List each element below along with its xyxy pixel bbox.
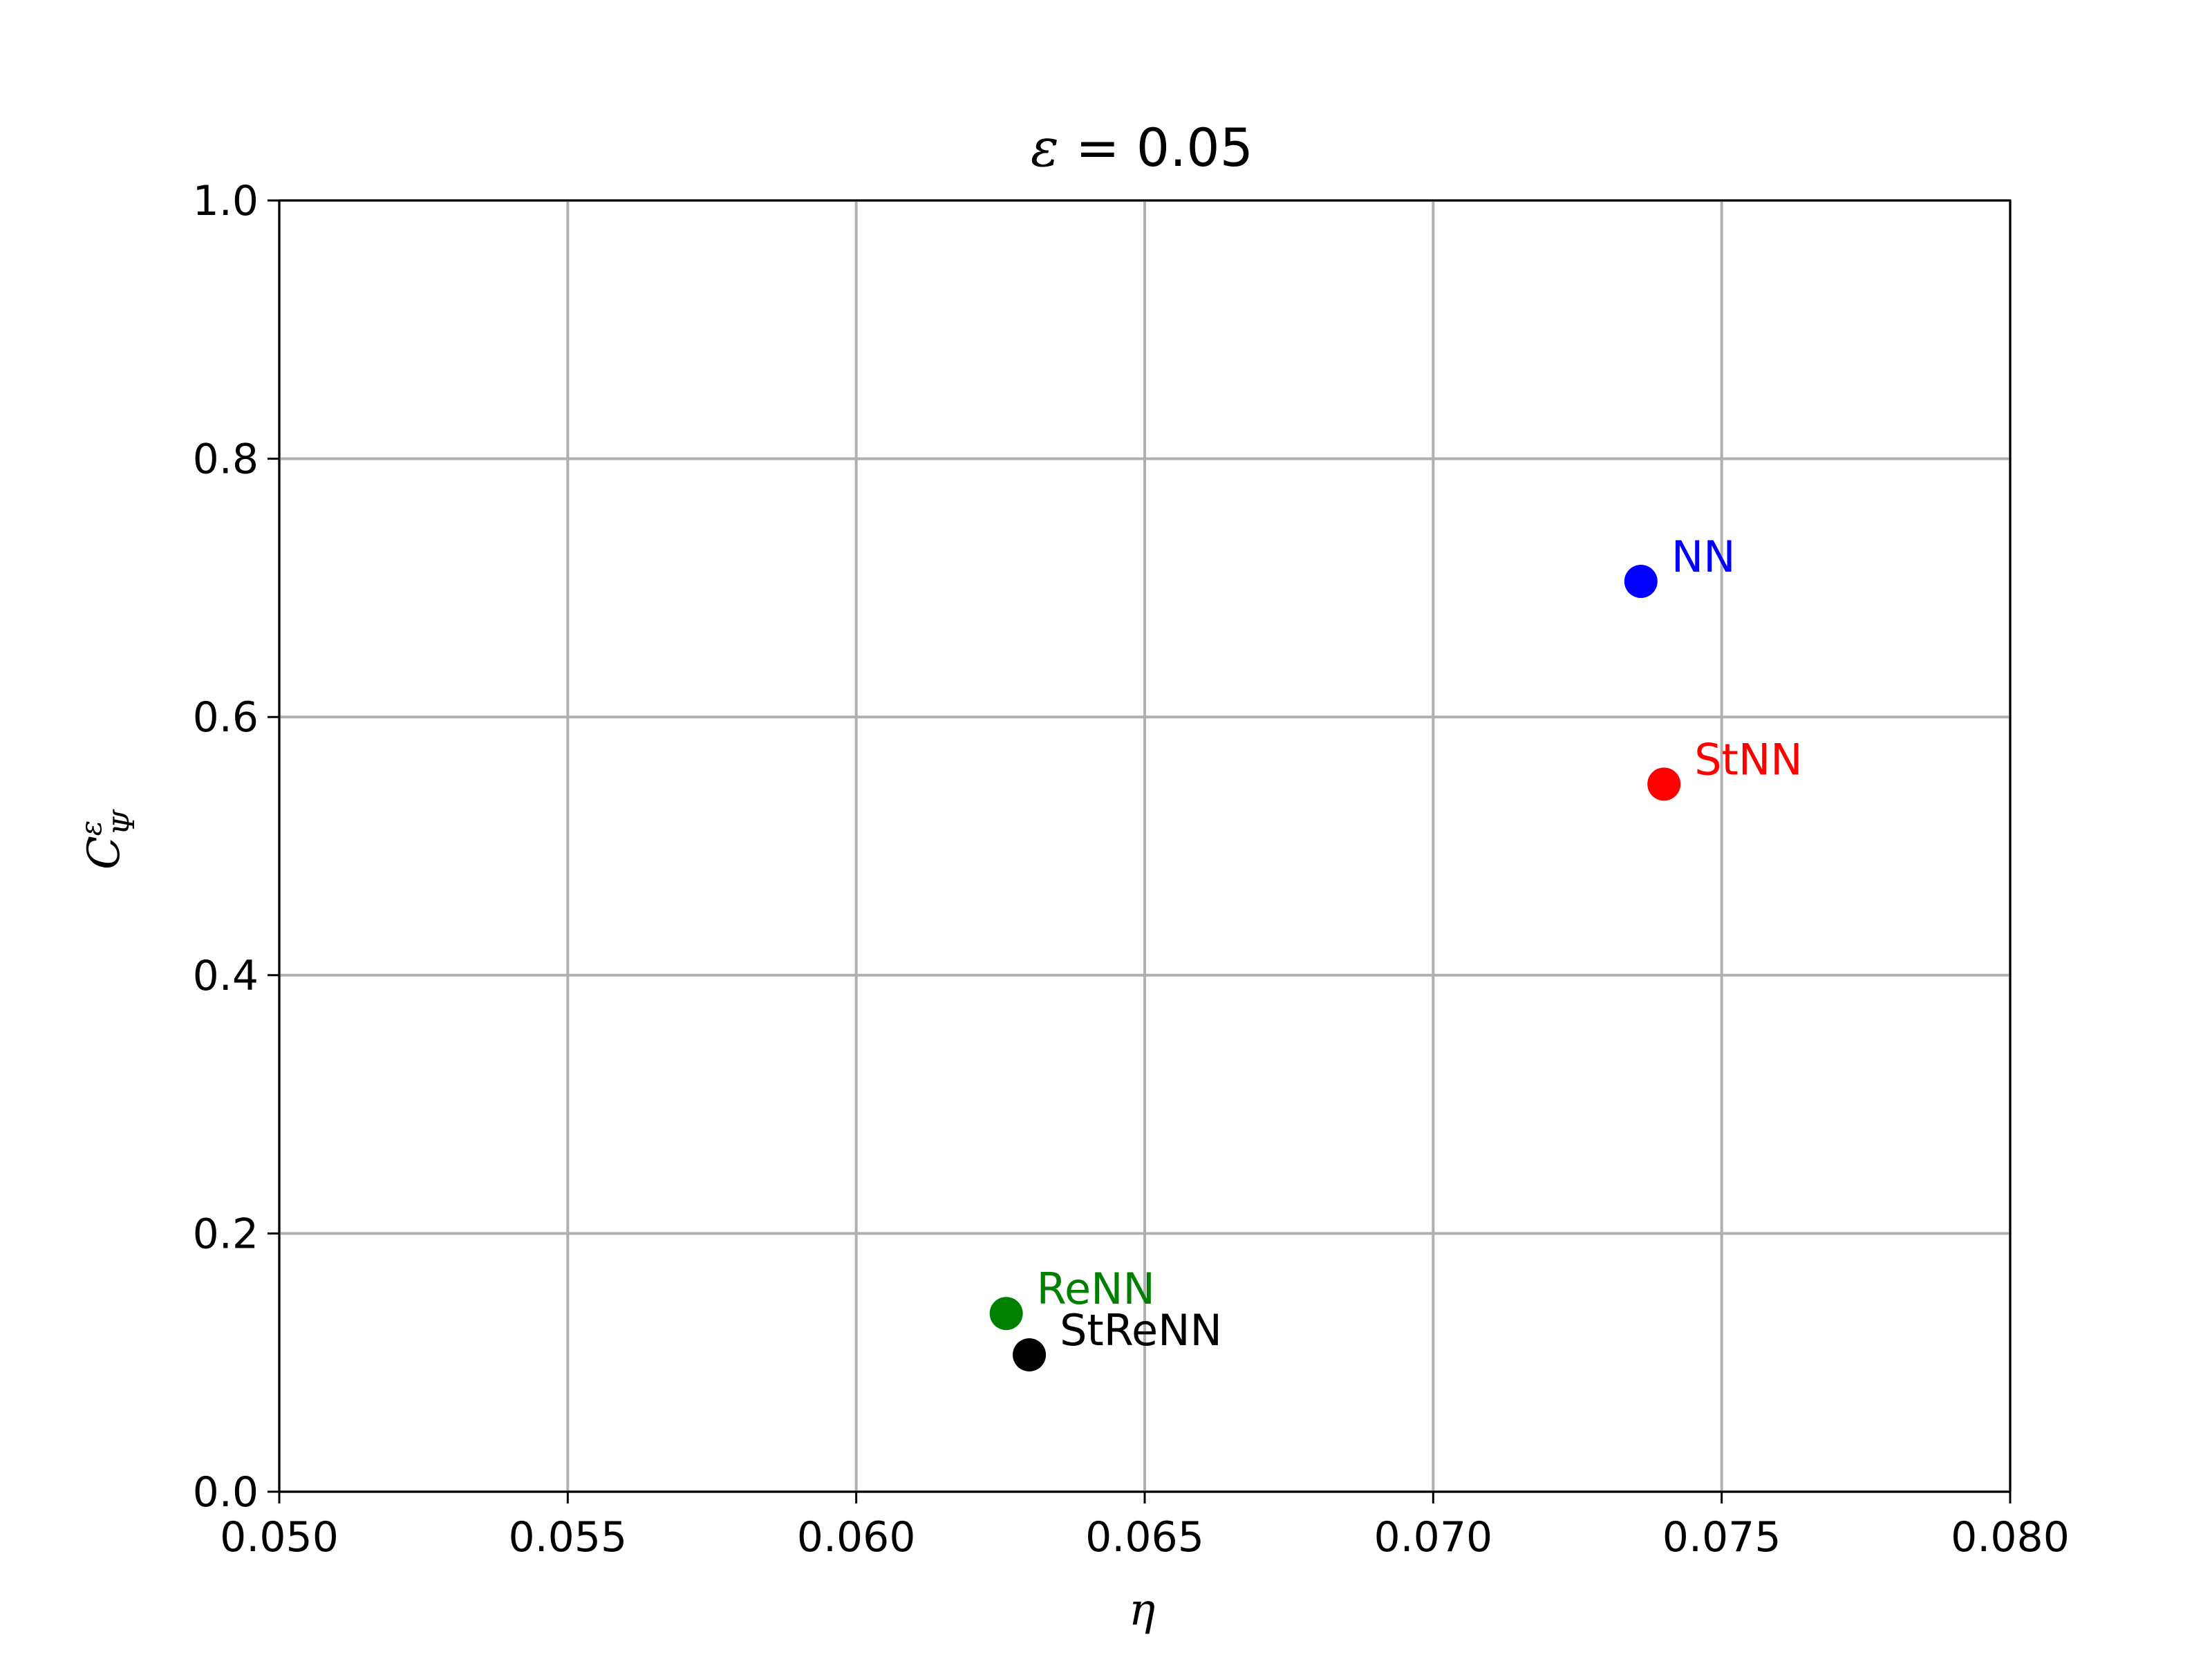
- data-point-nn: [1624, 565, 1658, 599]
- y-axis-ticks: 0.0 0.2 0.4 0.6 0.8 1.0: [193, 177, 279, 1517]
- y-tick-label: 0.6: [193, 693, 259, 742]
- y-axis-label-subscript: Ψ: [107, 809, 141, 836]
- x-tick-label: 0.080: [1951, 1513, 2070, 1562]
- point-label-stnn: StNN: [1694, 734, 1802, 785]
- x-tick-label: 0.060: [797, 1513, 916, 1562]
- chart-title: ε = 0.05: [1031, 117, 1253, 178]
- x-axis-ticks: 0.050 0.055 0.060 0.065 0.070 0.075 0.080: [220, 1492, 2070, 1562]
- y-tick-label: 0.0: [193, 1468, 259, 1517]
- y-axis-label-superscript: ε: [74, 821, 108, 836]
- x-tick-label: 0.075: [1662, 1513, 1781, 1562]
- x-axis-label: η: [1129, 1584, 1155, 1635]
- y-tick-label: 0.4: [193, 952, 259, 1000]
- point-label-nn: NN: [1671, 532, 1736, 582]
- title-value: = 0.05: [1059, 117, 1253, 178]
- y-tick-label: 1.0: [193, 177, 259, 225]
- x-tick-label: 0.050: [220, 1513, 339, 1562]
- x-tick-label: 0.070: [1374, 1513, 1492, 1562]
- data-point-strenn: [1013, 1338, 1047, 1371]
- title-symbol: ε: [1031, 117, 1059, 178]
- y-tick-label: 0.8: [193, 435, 259, 484]
- data-point-stnn: [1647, 767, 1681, 801]
- x-tick-label: 0.055: [508, 1513, 627, 1562]
- point-label-renn: ReNN: [1037, 1264, 1155, 1314]
- x-tick-label: 0.065: [1085, 1513, 1204, 1562]
- point-label-strenn: StReNN: [1060, 1305, 1222, 1356]
- y-axis-label-base: C: [79, 836, 130, 870]
- data-point-renn: [989, 1297, 1023, 1331]
- y-axis-label: CεΨ: [74, 809, 141, 870]
- y-tick-label: 0.2: [193, 1210, 259, 1258]
